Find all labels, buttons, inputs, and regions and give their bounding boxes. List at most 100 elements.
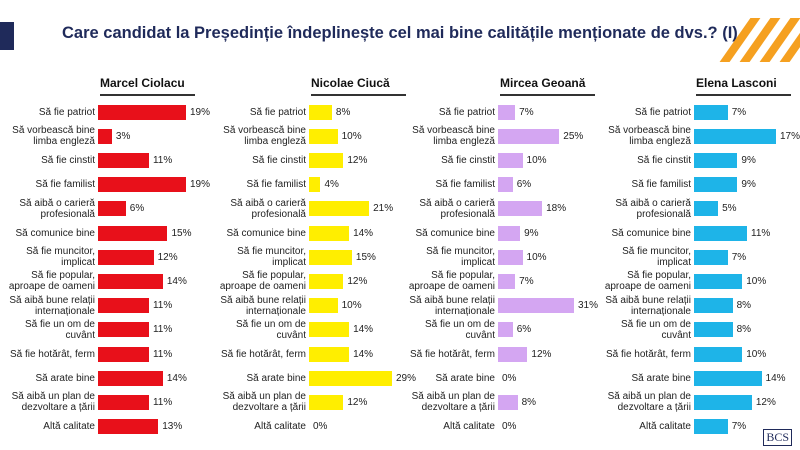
category-label: Să aibă o carieră profesională	[419, 197, 495, 220]
bar-row: Să fie familist 19%	[0, 173, 210, 197]
bar	[309, 370, 392, 386]
category-label: Să fie un om de cuvânt	[24, 318, 95, 341]
bar-row: Să aibă un plan de dezvoltare a țării 12%	[205, 390, 368, 414]
value-label: 29%	[396, 372, 417, 384]
category-label: Să fie popular, aproape de oameni	[8, 270, 95, 293]
bar-row: Să fie popular, aproape de oameni 7%	[395, 269, 534, 293]
value-label: 12%	[347, 154, 368, 166]
category-label: Să fie patriot	[38, 106, 95, 118]
bar	[498, 322, 513, 338]
bar	[309, 322, 350, 338]
bar	[694, 322, 733, 338]
category-label: Să vorbească bine limba engleză	[12, 125, 95, 148]
bar-row: Să fie un om de cuvânt 8%	[592, 318, 751, 342]
bar	[98, 249, 154, 265]
category-label: Să aibă o carieră profesională	[230, 197, 306, 220]
bar	[98, 419, 159, 435]
value-label: 11%	[152, 348, 173, 360]
value-label: 4%	[324, 179, 339, 191]
category-label: Să fie un om de cuvânt	[235, 318, 306, 341]
value-label: 8%	[521, 396, 537, 408]
value-label: 14%	[765, 372, 786, 384]
bar-row: Să aibă o carieră profesională 21%	[205, 197, 393, 221]
bar-row: Să fie familist 9%	[592, 173, 756, 197]
category-label: Să fie muncitor, implicat	[622, 246, 691, 269]
category-label: Să fie hotărât, ferm	[409, 348, 495, 360]
bar-row: Să comunice bine 15%	[0, 221, 191, 245]
chart-title: Mircea Geoană	[500, 76, 586, 90]
bar-row: Să fie cinstit 10%	[395, 148, 547, 172]
value-label: 12%	[347, 275, 368, 287]
chart-panel: Marcel Ciolacu Să fie patriot 19% Să vorbea…	[0, 72, 226, 444]
value-label: 3%	[115, 130, 131, 142]
bar-row: Să vorbească bine limba engleză 25%	[395, 124, 583, 148]
value-label: 6%	[129, 203, 145, 215]
bar	[309, 128, 338, 144]
bar-row: Să fie un om de cuvânt 11%	[0, 318, 172, 342]
bar	[309, 177, 321, 193]
bar	[309, 394, 344, 410]
category-label: Să fie familist	[246, 179, 306, 191]
bar	[498, 128, 560, 144]
bar-row: Să fie muncitor, implicat 7%	[592, 245, 746, 269]
value-label: 11%	[152, 154, 173, 166]
category-label: Să aibă un plan de dezvoltare a țării	[11, 391, 95, 414]
bar	[498, 225, 521, 241]
value-label: 10%	[746, 348, 767, 360]
value-label: 10%	[341, 130, 362, 142]
value-label: 13%	[162, 421, 183, 433]
bar-row: Să fie hotărât, ferm 10%	[592, 342, 766, 366]
category-label: Să fie hotărât, ferm	[9, 348, 95, 360]
value-label: 9%	[524, 227, 539, 239]
bar-row: Să arate bine 14%	[0, 366, 187, 390]
chart-panel: Nicolae Ciucă Să fie patriot 8% Să vorbeasc…	[205, 72, 432, 444]
bar-row: Să fie cinstit 11%	[0, 148, 172, 172]
category-label: Să vorbească bine limba engleză	[412, 125, 495, 148]
bar-row: Altă calitate 13%	[0, 415, 182, 439]
bar	[498, 394, 518, 410]
category-label: Altă calitate	[43, 421, 95, 433]
title-underline	[100, 94, 195, 96]
bar	[694, 249, 728, 265]
bar-row: Să fie familist 4%	[205, 173, 339, 197]
value-label: 7%	[519, 275, 534, 287]
category-label: Altă calitate	[443, 421, 495, 433]
bar-row: Altă calitate 0%	[395, 415, 516, 439]
bar-row: Să fie cinstit 12%	[205, 148, 367, 172]
bar	[694, 201, 719, 217]
bar-row: Să aibă un plan de dezvoltare a țării 12%	[592, 390, 776, 414]
value-label: 12%	[755, 396, 776, 408]
bar	[98, 298, 149, 314]
category-label: Să fie patriot	[634, 106, 691, 118]
category-label: Să vorbească bine limba engleză	[223, 125, 306, 148]
value-label: 14%	[353, 227, 374, 239]
value-label: 12%	[157, 251, 178, 263]
bar-row: Să vorbească bine limba engleză 17%	[592, 124, 800, 148]
category-label: Să fie muncitor, implicat	[237, 246, 306, 269]
category-label: Să fie cinstit	[41, 154, 95, 166]
bar-row: Să vorbească bine limba engleză 3%	[0, 124, 130, 148]
bar-row: Să aibă un plan de dezvoltare a țării 8%	[395, 390, 536, 414]
value-label: 17%	[780, 130, 800, 142]
bar-row: Să fie un om de cuvânt 6%	[395, 318, 531, 342]
bar-row: Să aibă un plan de dezvoltare a țării 11%	[0, 390, 173, 414]
bar	[309, 104, 332, 120]
category-label: Să aibă bune relații internaționale	[220, 294, 306, 317]
category-label: Să arate bine	[246, 372, 307, 384]
bar	[694, 298, 733, 314]
bar-row: Să fie popular, aproape de oameni 14%	[0, 269, 187, 293]
bar-row: Să aibă bune relații internaționale 8%	[592, 294, 751, 318]
category-label: Să comunice bine	[611, 227, 692, 239]
category-label: Să fie hotărât, ferm	[220, 348, 306, 360]
value-label: 31%	[578, 300, 599, 312]
bar-row: Să fie cinstit 9%	[592, 148, 756, 172]
category-label: Să fie patriot	[249, 106, 306, 118]
value-label: 7%	[731, 421, 747, 433]
chart-panel: Elena Lasconi Să fie patriot 7% Să vorbeasc…	[592, 72, 800, 444]
value-label: 12%	[347, 396, 368, 408]
bar-row: Să comunice bine 14%	[205, 221, 373, 245]
bar	[98, 370, 163, 386]
bar-row: Să fie muncitor, implicat 10%	[395, 245, 546, 269]
bar	[694, 225, 748, 241]
value-label: 21%	[373, 203, 394, 215]
